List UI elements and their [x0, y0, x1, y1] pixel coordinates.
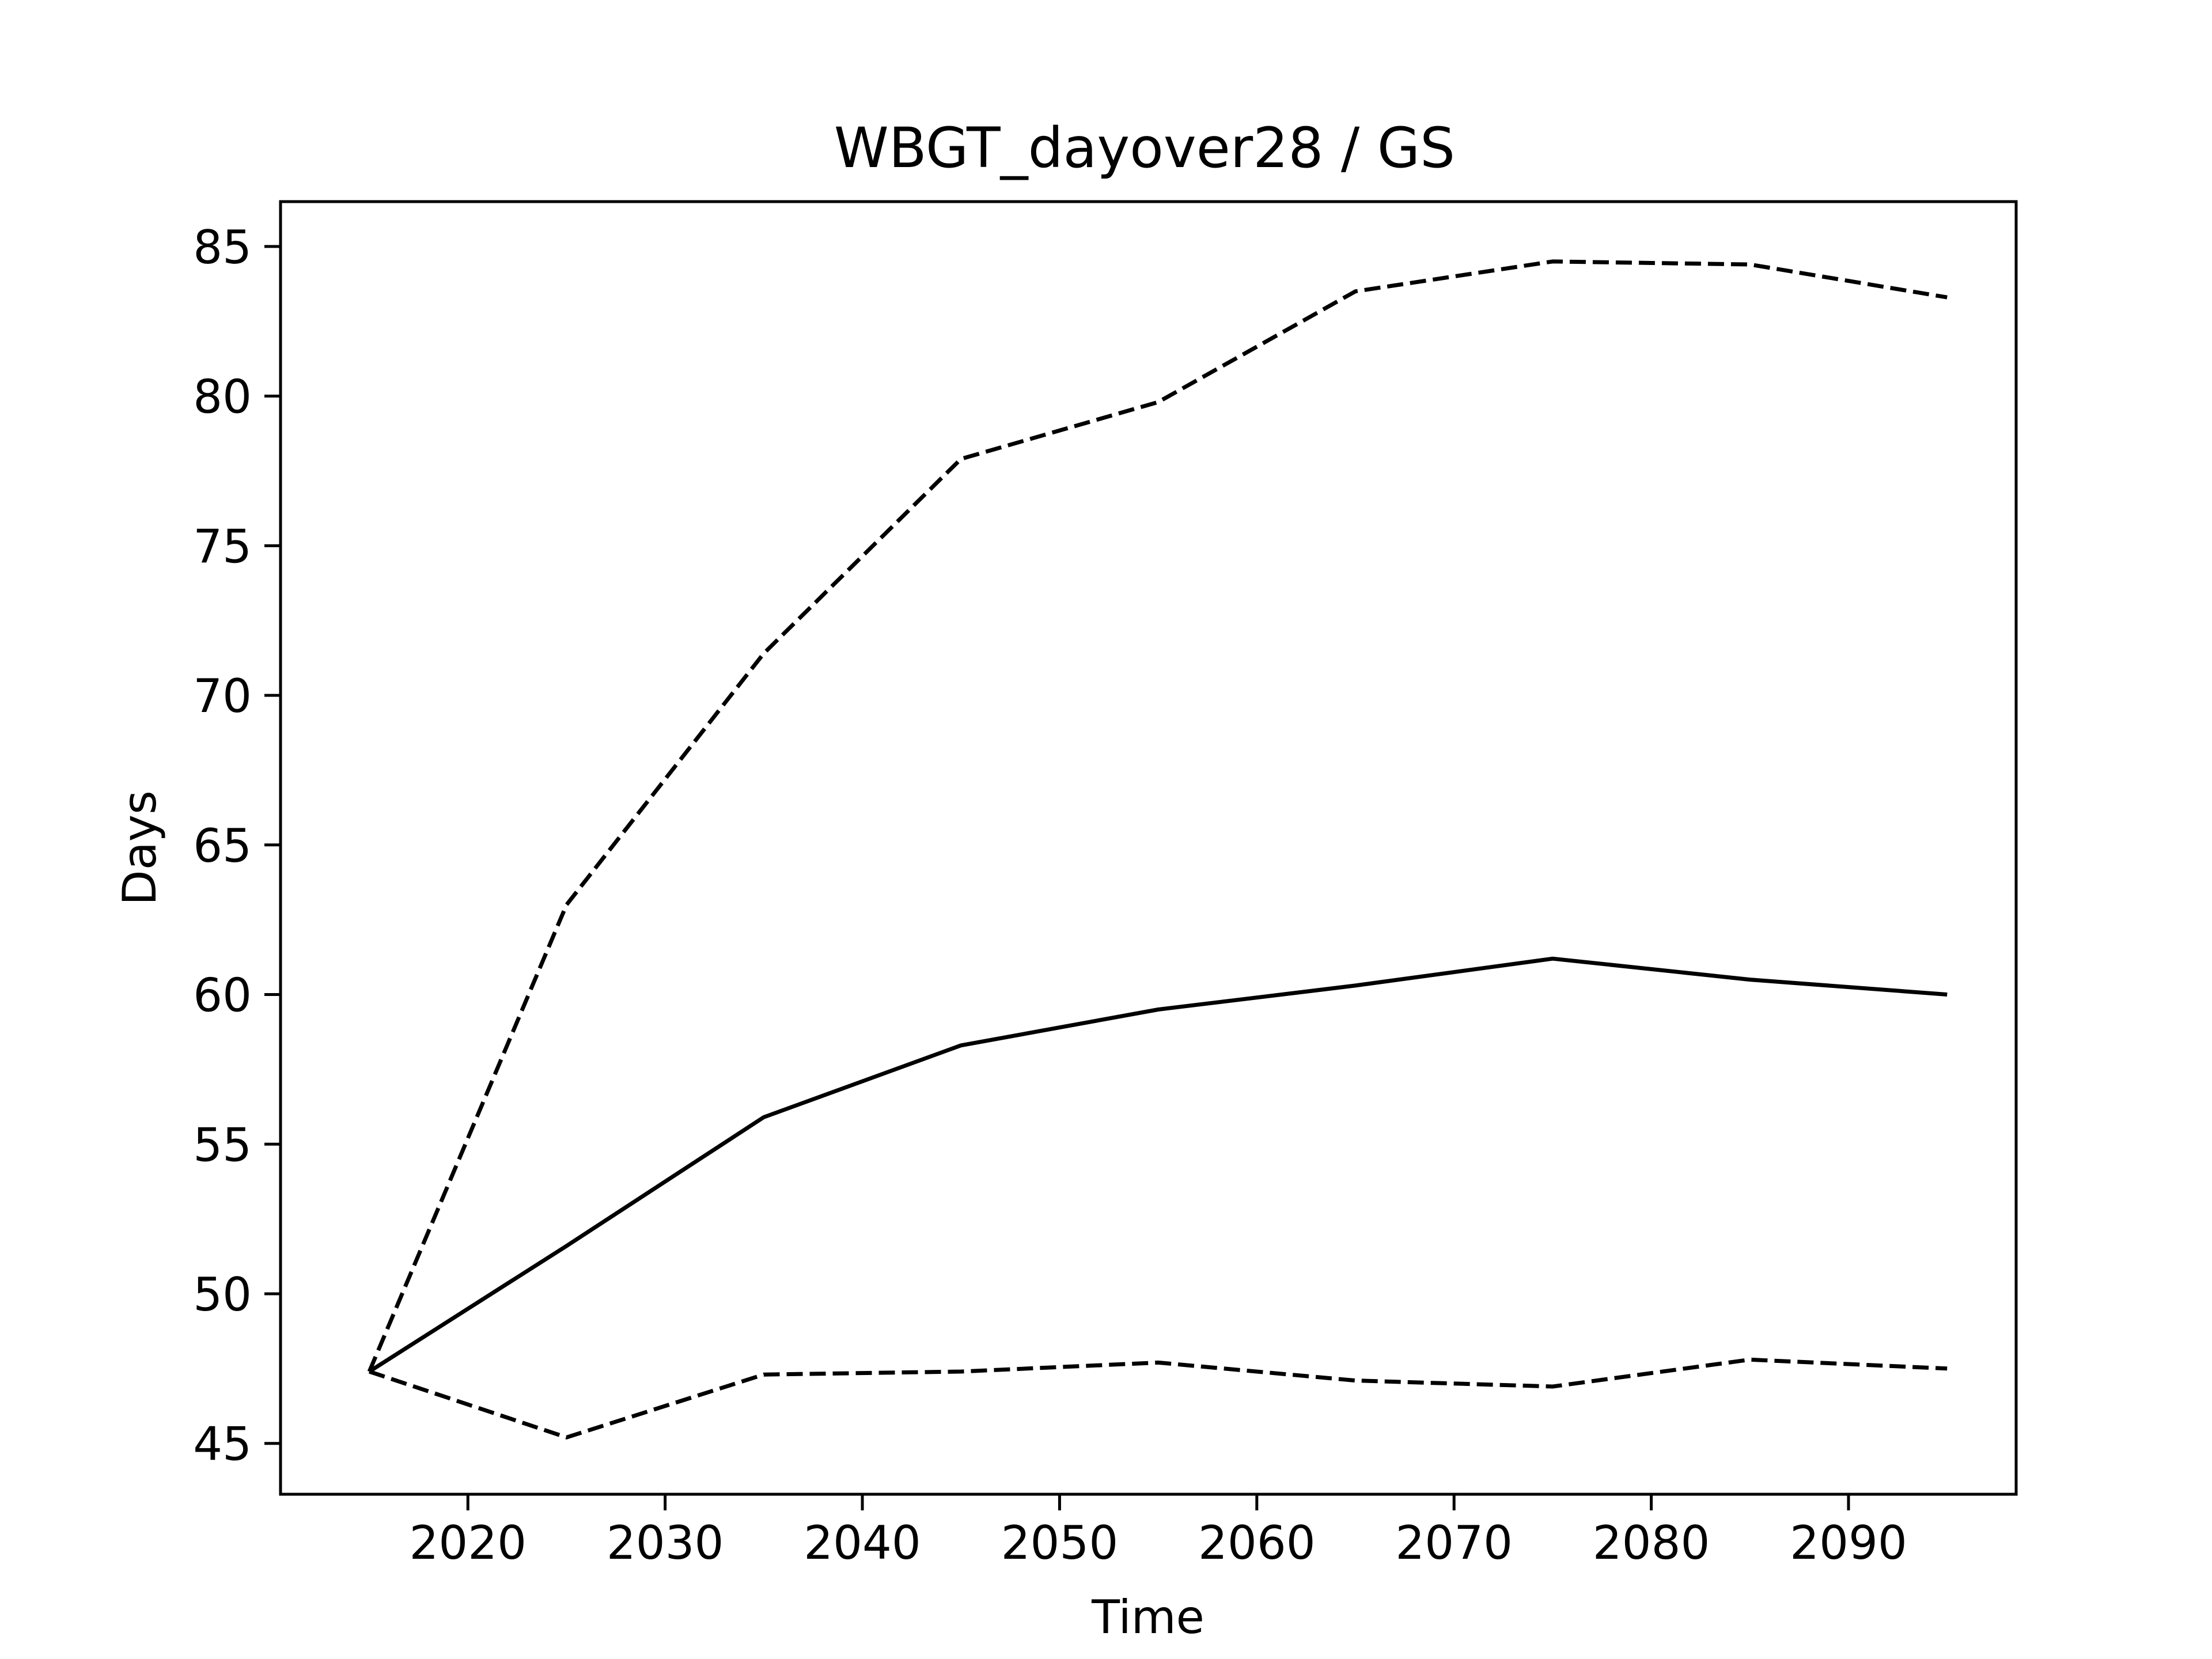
x-tick-label: 2090 — [1790, 1516, 1907, 1570]
x-tick-label: 2080 — [1593, 1516, 1710, 1570]
y-tick-label: 45 — [193, 1418, 252, 1471]
y-tick-label: 50 — [193, 1268, 252, 1321]
axes-frame — [279, 200, 2018, 1496]
x-tick-label: 2050 — [1001, 1516, 1119, 1570]
x-tick-label: 2060 — [1198, 1516, 1316, 1570]
y-tick-label: 60 — [193, 969, 252, 1022]
x-axis-label: Time — [1091, 1590, 1205, 1644]
y-tick-label: 85 — [193, 221, 252, 274]
x-tick-label: 2040 — [804, 1516, 921, 1570]
y-axis: 45 50 55 60 65 70 75 80 85 — [193, 221, 281, 1471]
x-axis: 2020 2030 2040 2050 2060 2070 2080 2090 — [409, 1494, 1907, 1570]
y-tick-label: 55 — [193, 1118, 252, 1172]
y-tick-label: 80 — [193, 370, 252, 424]
x-tick-label: 2020 — [409, 1516, 527, 1570]
y-tick-label: 75 — [193, 520, 252, 573]
plot-area — [367, 259, 1948, 1440]
dashed-series-line-2 — [368, 1357, 1948, 1440]
y-axis-label: Days — [113, 790, 166, 906]
x-tick-label: 2030 — [607, 1516, 724, 1570]
y-tick-label: 70 — [193, 669, 252, 723]
y-tick-label: 65 — [193, 819, 252, 873]
x-tick-label: 2070 — [1395, 1516, 1513, 1570]
chart-title: WBGT_dayover28 / GS — [834, 116, 1455, 180]
solid-series-line-0 — [368, 956, 1948, 1373]
dashed-series-line-1 — [367, 259, 1948, 1373]
